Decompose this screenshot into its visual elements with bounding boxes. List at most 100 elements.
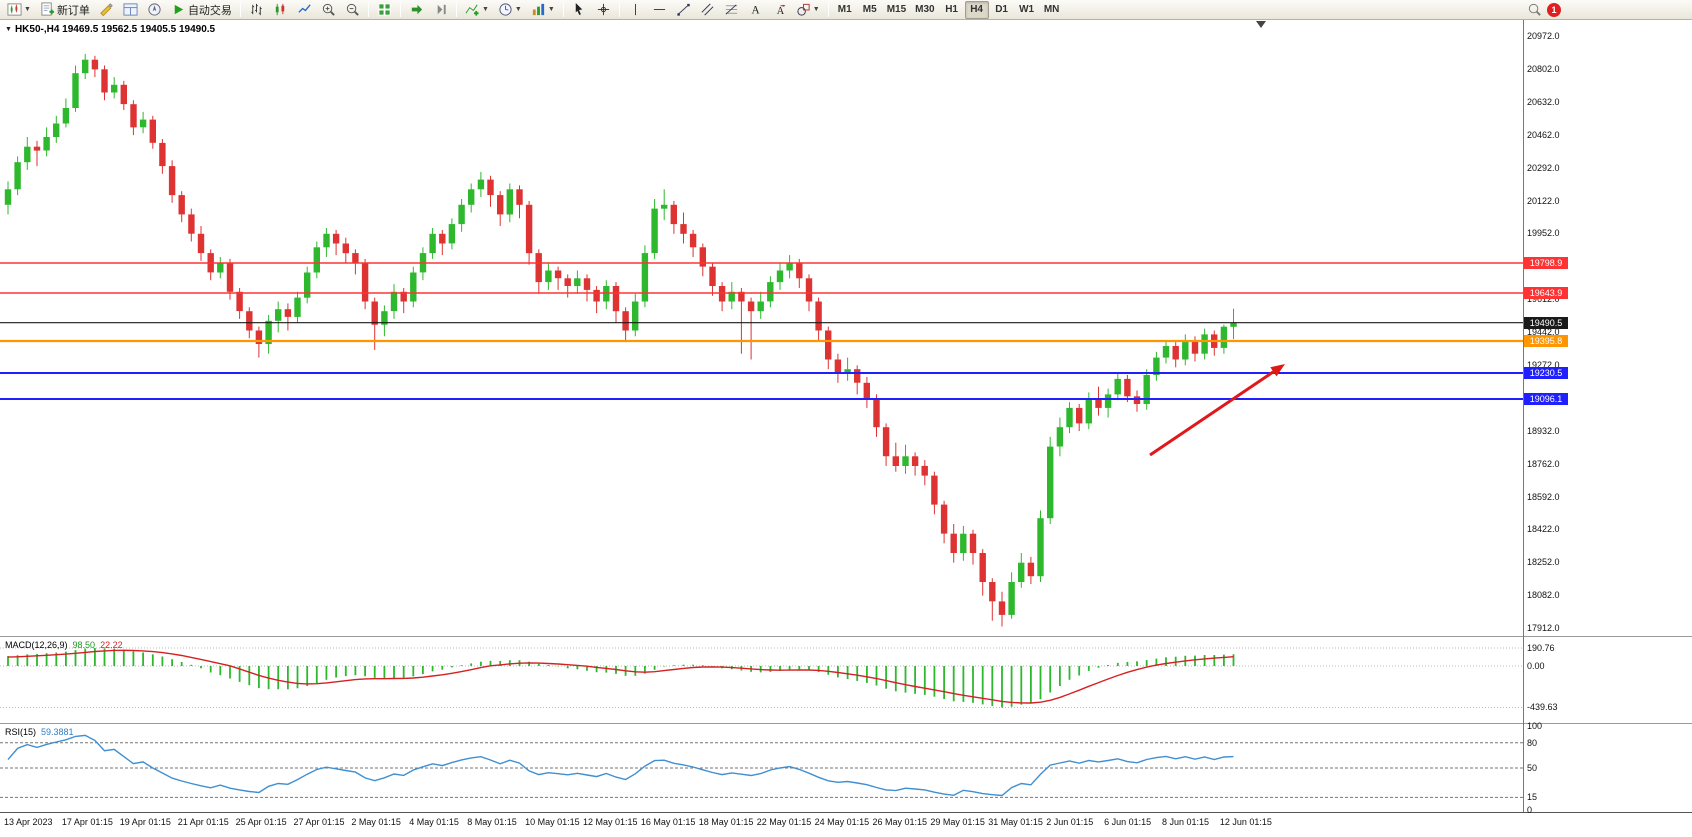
navigator-icon <box>148 3 161 16</box>
rsi-axis-label: 15 <box>1527 792 1538 803</box>
timeframe-button-h4[interactable]: H4 <box>964 0 989 19</box>
macd-axis-label: -439.63 <box>1527 702 1558 713</box>
timeframe-button-mn[interactable]: MN <box>1043 4 1060 15</box>
horizontal-line-icon <box>653 9 665 10</box>
auto-scroll-button[interactable] <box>405 1 428 19</box>
line-chart-button[interactable] <box>293 1 316 19</box>
price-axis-label: 20122.0 <box>1527 195 1560 206</box>
channel-button[interactable] <box>696 1 719 19</box>
metaeditor-icon <box>100 3 113 17</box>
rsi-axis-label: 50 <box>1527 763 1538 773</box>
shapes-button[interactable]: ▼ <box>792 1 824 19</box>
trendline-button[interactable] <box>672 1 695 19</box>
trend-arrow[interactable] <box>1149 370 1275 457</box>
time-axis-label: 19 Apr 01:15 <box>119 817 171 827</box>
new-chart-button[interactable]: ▼ <box>3 1 35 19</box>
rsi-label: RSI(15) 59.3881 <box>5 727 74 737</box>
chevron-down-icon: ▼ <box>514 6 522 13</box>
chevron-down-icon: ▼ <box>24 6 31 13</box>
candles-chart-button[interactable] <box>269 1 292 19</box>
price-axis-label: 19442.0 <box>1527 327 1560 338</box>
macd-main-value: 98.50 <box>72 640 96 650</box>
timeframe-button-d1[interactable]: D1 <box>995 4 1008 15</box>
timeframe-button-m1[interactable]: M1 <box>837 4 852 15</box>
price-axis-label: 18762.0 <box>1527 458 1560 469</box>
price-axis-label: 20802.0 <box>1527 63 1560 74</box>
hline-button[interactable] <box>648 1 671 19</box>
price-axis-label: 18592.0 <box>1527 491 1560 502</box>
navigator-button[interactable] <box>143 1 166 19</box>
pane-separator[interactable] <box>0 723 1692 724</box>
zoom-out-icon <box>346 3 359 16</box>
crosshair-button[interactable] <box>592 1 615 19</box>
toolbar-separator <box>455 2 457 17</box>
timeframe-group: M1 M5 M15 M30 H1 H4 D1 W1 MN <box>833 0 1064 19</box>
search-button[interactable] <box>1523 1 1546 19</box>
price-axis-label: 20462.0 <box>1527 129 1560 140</box>
timeframe-button-w1[interactable]: W1 <box>1019 4 1035 15</box>
macd-histogram <box>7 648 1235 708</box>
time-axis-label: 8 Jun 01:15 <box>1162 817 1210 827</box>
text-button[interactable]: A <box>744 1 767 19</box>
price-scale-border <box>1523 20 1524 812</box>
data-window-button[interactable] <box>119 1 142 19</box>
main-chart-canvas[interactable] <box>0 20 1523 636</box>
timeframe-button-m5[interactable]: M5 <box>862 4 877 15</box>
chevron-down-icon: ▼ <box>481 6 489 13</box>
time-axis-label: 21 Apr 01:15 <box>177 817 229 827</box>
notifications-badge[interactable]: 1 <box>1547 2 1561 17</box>
timeframe-button-m15[interactable]: M15 <box>886 4 907 15</box>
cursor-button[interactable] <box>568 1 591 19</box>
time-axis-label: 12 Jun 01:15 <box>1219 817 1272 827</box>
price-axis-label: 18082.0 <box>1527 590 1560 601</box>
pane-separator[interactable] <box>0 636 1692 637</box>
vline-button[interactable] <box>624 1 647 19</box>
new-order-button[interactable]: 新订单 <box>36 1 94 19</box>
toolbar: ▼ 新订单 自动交易 <box>0 0 1692 20</box>
label-button[interactable]: A <box>768 1 791 19</box>
trendline-icon <box>677 3 690 16</box>
rsi-pane[interactable] <box>0 724 1523 812</box>
line-chart-icon <box>298 4 311 13</box>
indicators-button[interactable]: ▼ <box>461 1 493 19</box>
price-axis-label: 19272.0 <box>1527 359 1560 370</box>
candles-chart-icon <box>275 3 285 16</box>
chart-shift-marker[interactable] <box>1256 21 1266 28</box>
tile-windows-button[interactable] <box>373 1 396 19</box>
price-axis-label: 17912.0 <box>1527 623 1560 634</box>
bars-chart-button[interactable] <box>245 1 268 19</box>
periods-button[interactable]: ▼ <box>494 1 526 19</box>
macd-pane[interactable] <box>0 637 1523 723</box>
text-label-icon: A <box>776 4 785 17</box>
clock-icon <box>499 3 512 16</box>
time-axis-label: 25 Apr 01:15 <box>235 817 287 827</box>
rsi-axis-label: 80 <box>1527 737 1538 748</box>
time-axis-label: 2 May 01:15 <box>351 817 401 827</box>
templates-button[interactable]: ▼ <box>527 1 559 19</box>
time-axis-label: 16 May 01:15 <box>640 817 696 827</box>
macd-axis-label: 0.00 <box>1527 661 1545 671</box>
auto-trading-button[interactable]: 自动交易 <box>167 1 236 19</box>
zoom-in-icon <box>322 3 335 16</box>
time-axis-label: 22 May 01:15 <box>756 817 812 827</box>
time-axis-label: 8 May 01:15 <box>467 817 517 827</box>
zoom-in-button[interactable] <box>317 1 340 19</box>
price-tag-support-orange: 19395.8 <box>1524 335 1568 347</box>
time-axis[interactable]: 13 Apr 2023 17 Apr 01:15 19 Apr 01:15 21 Ap… <box>0 813 1692 837</box>
price-tag-current-price: 19490.5 <box>1524 316 1568 329</box>
symbol-dropdown-icon[interactable]: ▼ <box>5 26 12 33</box>
chart-title: ▼ HK50-,H4 19469.5 19562.5 19405.5 19490… <box>5 24 215 35</box>
timeframe-button-m30[interactable]: M30 <box>915 4 935 15</box>
fibonacci-button[interactable] <box>720 1 743 19</box>
metaeditor-button[interactable] <box>95 1 118 19</box>
zoom-out-button[interactable] <box>341 1 364 19</box>
price-axis-label: 19612.0 <box>1527 294 1560 305</box>
time-axis-label: 6 Jun 01:15 <box>1104 817 1152 827</box>
price-tag-support-blue-upper: 19230.5 <box>1524 366 1568 379</box>
shapes-icon <box>797 3 810 16</box>
timeframe-button-h1[interactable]: H1 <box>945 4 958 15</box>
chart-shift-button[interactable] <box>429 1 452 19</box>
price-tag-support-blue-lower: 19096.1 <box>1524 392 1568 405</box>
text-icon: A <box>751 5 760 17</box>
